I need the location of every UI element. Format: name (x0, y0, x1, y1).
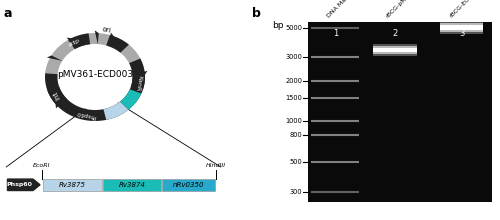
Text: Phsp60: Phsp60 (76, 110, 96, 119)
FancyArrow shape (8, 179, 40, 191)
Text: attp: attp (68, 38, 82, 48)
Text: rBCG-pMV361: rBCG-pMV361 (385, 0, 419, 19)
Text: nRv0350: nRv0350 (172, 182, 204, 188)
Polygon shape (66, 38, 78, 48)
Text: rBCG-ECD003: rBCG-ECD003 (449, 0, 483, 19)
Text: bp: bp (272, 21, 283, 30)
Text: int: int (52, 90, 61, 101)
Text: 5000: 5000 (286, 25, 302, 31)
Bar (374, 44, 417, 56)
Polygon shape (68, 33, 90, 49)
Text: 300: 300 (290, 189, 302, 195)
Bar (374, 46, 417, 55)
Text: 500: 500 (290, 159, 302, 165)
Text: 1000: 1000 (286, 119, 302, 125)
Text: 3000: 3000 (286, 54, 302, 60)
Polygon shape (47, 55, 62, 61)
Polygon shape (45, 33, 140, 74)
Polygon shape (48, 87, 68, 107)
Text: a: a (4, 7, 12, 20)
Text: HindIII: HindIII (206, 163, 226, 168)
Polygon shape (45, 58, 145, 121)
Polygon shape (132, 71, 148, 75)
Polygon shape (120, 89, 142, 110)
Text: DNA Marker: DNA Marker (326, 0, 356, 19)
Polygon shape (56, 97, 66, 109)
Text: 2000: 2000 (286, 78, 302, 84)
Text: Phsp60: Phsp60 (6, 182, 32, 187)
Text: 2: 2 (392, 29, 398, 38)
Bar (43, 179, 102, 191)
Bar (162, 179, 214, 191)
Text: Rv3875: Rv3875 (59, 182, 86, 188)
Bar (308, 22, 492, 202)
Text: b: b (252, 7, 260, 20)
Text: EcoRI: EcoRI (34, 163, 51, 168)
Polygon shape (94, 30, 98, 44)
Text: 1: 1 (334, 29, 339, 38)
Polygon shape (104, 101, 128, 120)
Text: 1500: 1500 (286, 95, 302, 101)
Bar (102, 179, 162, 191)
Text: 800: 800 (290, 132, 302, 138)
Text: KanR: KanR (134, 75, 142, 92)
Polygon shape (106, 35, 129, 53)
Polygon shape (130, 71, 145, 90)
Polygon shape (109, 33, 114, 46)
Text: Rv3874: Rv3874 (118, 182, 146, 188)
Bar (374, 48, 417, 53)
Text: ori: ori (101, 26, 112, 34)
Text: 3: 3 (459, 29, 464, 38)
Bar (440, 22, 484, 34)
Text: pMV361-ECD003: pMV361-ECD003 (57, 70, 133, 79)
Bar (440, 25, 484, 30)
Bar (440, 23, 484, 32)
